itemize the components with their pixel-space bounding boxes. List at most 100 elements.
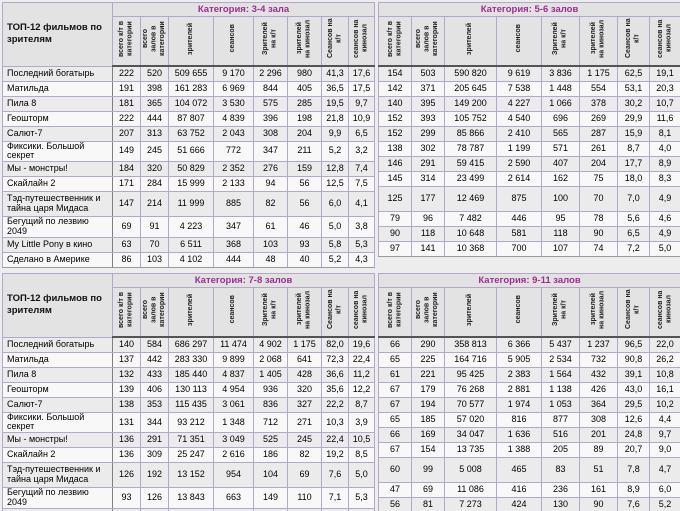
column-header: Зрителей на к/т <box>253 16 288 67</box>
value-cell: 416 <box>496 481 542 498</box>
value-cell: 4 102 <box>168 252 214 269</box>
value-cell: 581 <box>496 225 542 242</box>
table-row: 67 194 70 577 1 974 1 053 364 29,5 10,2 <box>378 396 680 413</box>
value-cell: 347 <box>213 216 254 239</box>
value-cell: 4,4 <box>648 411 680 428</box>
value-cell: 69 <box>287 462 322 489</box>
value-cell: 40 <box>287 252 322 269</box>
value-cell: 145 <box>378 170 412 187</box>
table-row: 65 225 164 716 5 905 2 534 732 90,8 26,2 <box>378 351 680 368</box>
table-row: 67 179 76 268 2 881 1 138 426 43,0 16,1 <box>378 381 680 398</box>
value-cell: 393 <box>411 110 445 127</box>
column-header: сеансов на кинозал <box>347 287 376 339</box>
value-cell: 138 <box>378 140 412 157</box>
value-cell: 8,5 <box>347 447 376 464</box>
value-cell: 1 405 <box>253 366 288 383</box>
value-cell: 22,4 <box>321 432 349 449</box>
column-header-label: зрителей на кинозал <box>590 290 606 329</box>
column-header: зрителей <box>168 16 214 67</box>
value-cell: 327 <box>287 396 322 413</box>
value-cell: 2 881 <box>496 381 542 398</box>
value-cell: 816 <box>496 411 542 428</box>
value-cell: 885 <box>213 191 254 218</box>
value-cell: 732 <box>579 351 618 368</box>
value-cell: 107 <box>541 240 580 257</box>
column-header-label: всего к/т в категории <box>118 291 134 328</box>
value-cell: 442 <box>140 351 169 368</box>
column-header-label: зрителей <box>466 293 474 326</box>
value-cell: 214 <box>140 191 169 218</box>
column-header: всего к/т в категории <box>378 287 412 339</box>
column-header-label: зрителей <box>186 22 194 55</box>
value-cell: 271 <box>287 411 322 434</box>
value-cell: 95 <box>541 210 580 227</box>
value-cell: 2 068 <box>253 351 288 368</box>
value-cell: 7 273 <box>444 496 497 511</box>
value-cell: 696 <box>541 110 580 127</box>
value-cell: 368 <box>213 237 254 254</box>
column-header: Сеансов на к/т <box>617 16 650 67</box>
value-cell: 444 <box>213 252 254 269</box>
value-cell: 554 <box>579 80 618 97</box>
column-header: сеансов <box>496 287 542 339</box>
value-cell: 57 020 <box>444 411 497 428</box>
value-cell: 1 974 <box>496 396 542 413</box>
value-cell: 6 366 <box>496 336 542 353</box>
value-cell: 1 138 <box>541 381 580 398</box>
film-name: Пила 8 <box>2 366 113 383</box>
value-cell: 3 836 <box>541 65 580 82</box>
value-cell: 7 482 <box>444 210 497 227</box>
value-cell: 426 <box>579 381 618 398</box>
value-cell: 3 530 <box>213 95 254 112</box>
value-cell: 61 <box>378 366 412 383</box>
value-cell: 954 <box>213 462 254 489</box>
value-cell: 24,8 <box>617 426 650 443</box>
table-row: 154 503 590 820 9 619 3 836 1 175 62,5 19,1 <box>378 65 680 82</box>
value-cell: 283 330 <box>168 351 214 368</box>
value-cell: 15 999 <box>168 176 214 193</box>
column-header-label: всего залов в категории <box>415 21 440 56</box>
value-cell: 43,0 <box>617 381 650 398</box>
value-cell: 308 <box>253 125 288 142</box>
value-cell: 5,0 <box>347 462 376 489</box>
value-cell: 41,3 <box>321 65 349 82</box>
column-header: Зрителей на к/т <box>541 16 580 67</box>
value-cell: 191 <box>112 80 141 97</box>
value-cell: 70 <box>140 237 169 254</box>
table-row: Геошторм 139 406 130 113 4 954 936 320 35,6 12,2 <box>2 381 376 398</box>
column-header-label: зрителей на кинозал <box>296 19 312 58</box>
value-cell: 5 905 <box>496 351 542 368</box>
column-header-label: Сеансов на к/т <box>326 289 342 330</box>
value-cell: 46 <box>287 216 322 239</box>
value-cell: 65 <box>378 411 412 428</box>
value-cell: 104 <box>253 462 288 489</box>
value-cell: 70 577 <box>444 396 497 413</box>
column-header-label: Зрителей на к/т <box>552 293 568 326</box>
value-cell: 60 <box>378 456 412 483</box>
value-cell: 276 <box>253 161 288 178</box>
value-cell: 2 590 <box>496 155 542 172</box>
value-cell: 90 <box>579 225 618 242</box>
value-cell: 149 <box>253 487 288 510</box>
value-cell: 4 837 <box>213 366 254 383</box>
value-cell: 6,5 <box>617 225 650 242</box>
value-cell: 204 <box>579 155 618 172</box>
value-cell: 78 787 <box>444 140 497 157</box>
film-name: My Little Pony в кино <box>2 237 113 254</box>
value-cell: 99 <box>411 456 445 483</box>
value-cell: 2 043 <box>213 125 254 142</box>
value-cell: 204 <box>287 125 322 142</box>
value-cell: 396 <box>253 110 288 127</box>
category-header-row: ТОП-12 фильмов по зрителям Категория: 7-… <box>2 273 376 338</box>
value-cell: 86 <box>112 252 141 269</box>
value-cell: 17,7 <box>617 155 650 172</box>
table-row: 79 96 7 482 446 95 78 5,6 4,6 <box>378 210 680 227</box>
table-row: Пила 8 181 365 104 072 3 530 575 285 19,5 9,7 <box>2 95 376 112</box>
category-title: Категория: 7-8 залов <box>111 273 376 289</box>
value-cell: 10,7 <box>648 95 680 112</box>
value-cell: 53,1 <box>617 80 650 97</box>
table-row: Бегущий по лезвию 2049 69 91 4 223 347 61 46 5,… <box>2 216 376 239</box>
value-cell: 7,2 <box>617 240 650 257</box>
value-cell: 71 351 <box>168 432 214 449</box>
column-header-label: Зрителей на к/т <box>262 22 278 55</box>
